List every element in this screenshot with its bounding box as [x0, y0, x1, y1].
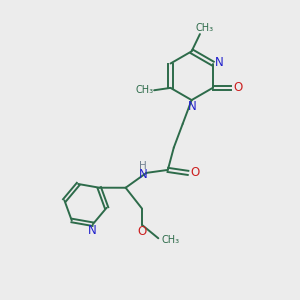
Text: H: H — [139, 161, 147, 171]
Text: O: O — [137, 225, 147, 238]
Text: CH₃: CH₃ — [195, 23, 213, 33]
Text: N: N — [215, 56, 224, 68]
Text: N: N — [139, 168, 147, 181]
Text: N: N — [88, 224, 97, 237]
Text: O: O — [190, 167, 199, 179]
Text: CH₃: CH₃ — [162, 235, 180, 245]
Text: N: N — [188, 100, 197, 113]
Text: CH₃: CH₃ — [135, 85, 153, 95]
Text: O: O — [233, 81, 242, 94]
